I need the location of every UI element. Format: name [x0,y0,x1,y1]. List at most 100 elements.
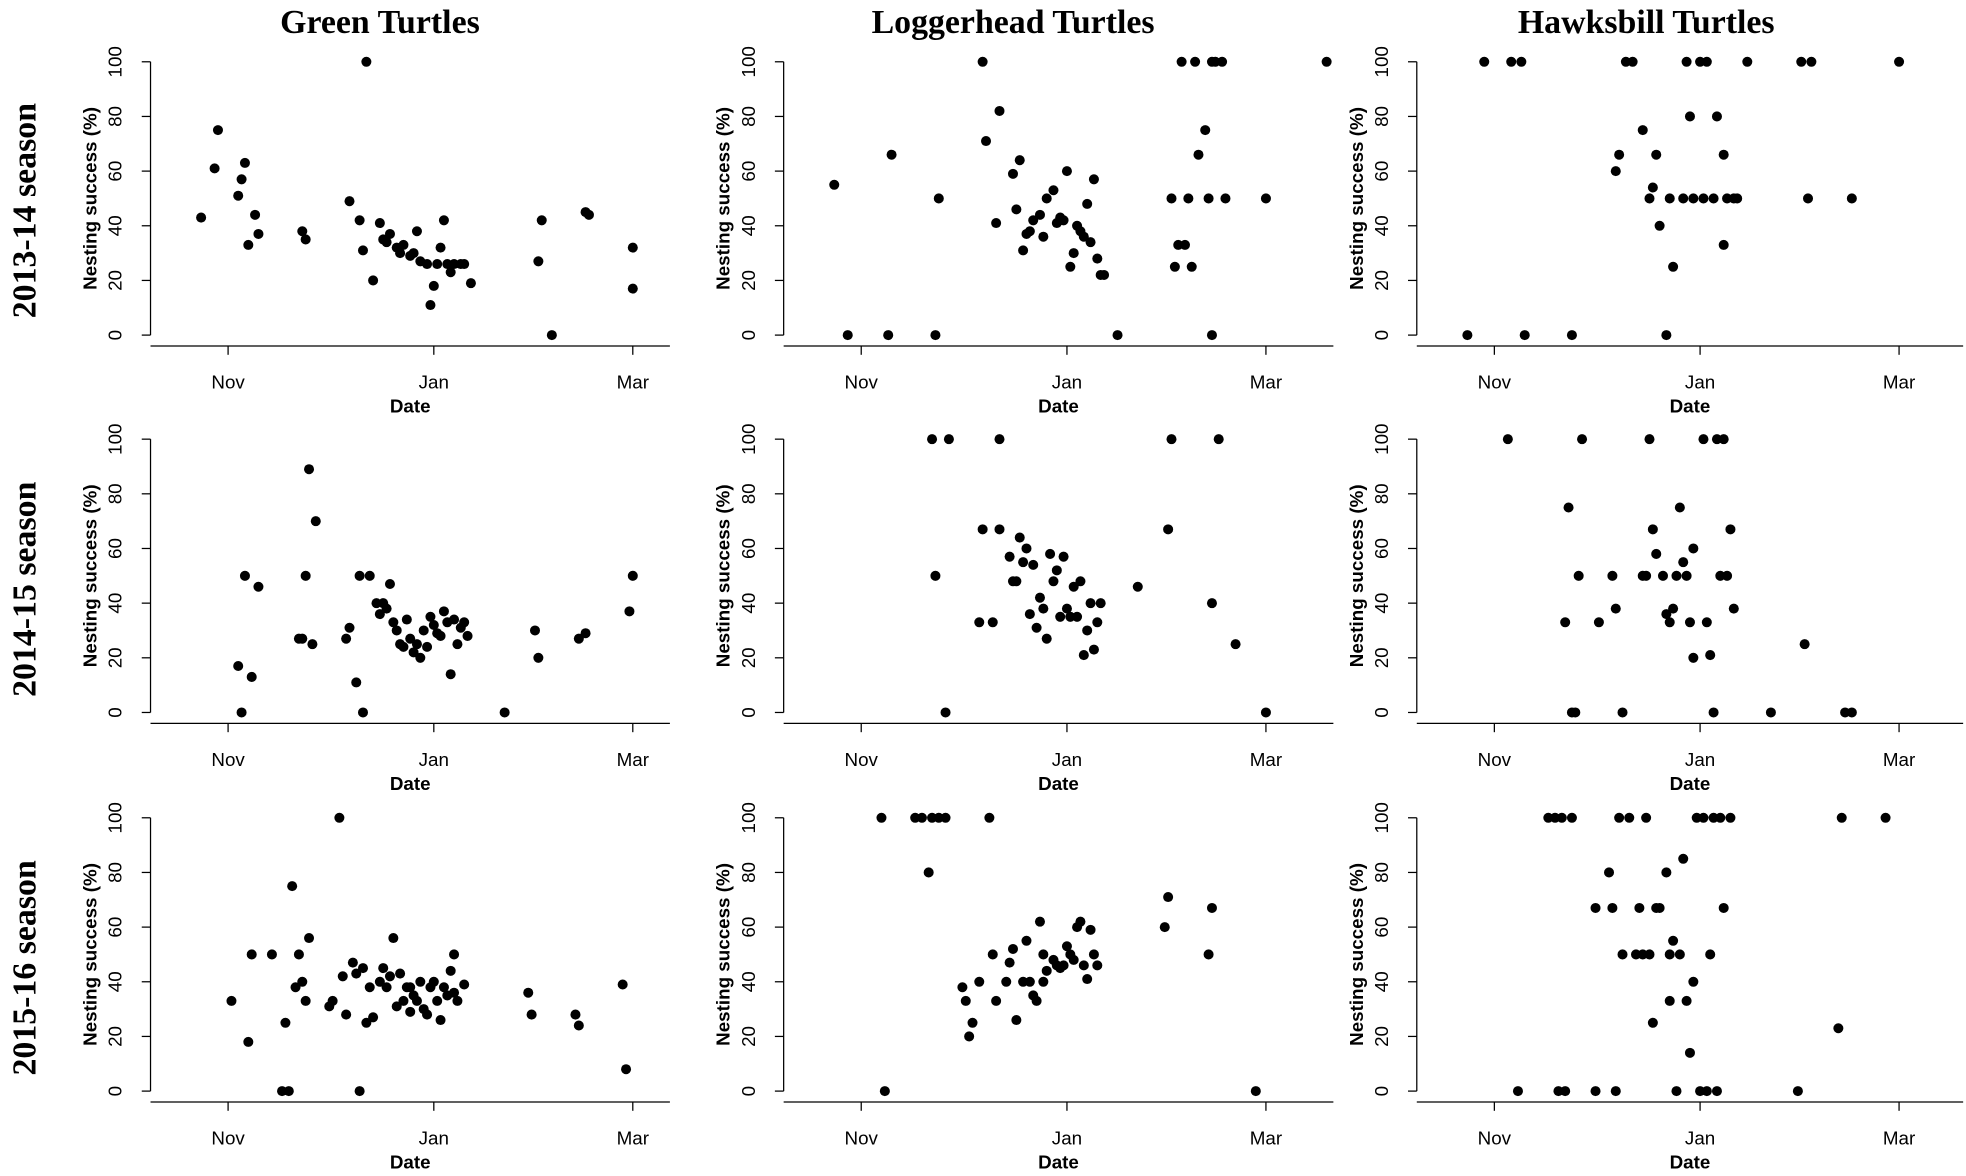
y-tick-label: 40 [105,971,126,992]
y-tick-label: 0 [105,1086,126,1096]
y-tick-label: 0 [738,1086,759,1096]
point [428,280,439,291]
x-axis-label: Date [390,395,431,416]
point [1728,603,1739,614]
point [1718,239,1729,250]
point [374,218,385,229]
point [1061,166,1072,177]
point [1718,434,1729,445]
x-tick-label: Jan [1052,372,1082,393]
point [1614,149,1625,160]
point [627,283,638,294]
point [374,609,385,620]
point [1058,215,1069,226]
point [1068,248,1079,259]
point [449,614,460,625]
y-tick-label: 40 [738,971,759,992]
point [1260,707,1271,718]
point [536,215,547,226]
y-tick-label: 0 [105,330,126,340]
point [1614,812,1625,823]
point [1641,570,1652,581]
x-tick-label: Mar [1883,372,1915,393]
point [398,239,409,250]
point [1711,111,1722,122]
point [526,1009,537,1020]
point [1021,543,1032,554]
point [435,1015,446,1026]
point [432,995,443,1006]
point [239,570,250,581]
point [1095,598,1106,609]
point [357,707,369,718]
point [1031,995,1042,1006]
point [233,190,244,201]
point [1166,434,1177,445]
y-tick-label: 100 [1371,423,1392,454]
point [445,965,456,976]
point [1004,957,1015,968]
point [452,995,463,1006]
point [438,606,449,617]
point [1560,1086,1571,1097]
point [354,1086,365,1097]
point [1732,193,1743,204]
y-tick-label: 60 [105,538,126,559]
y-tick-label: 60 [1371,917,1392,938]
point [1085,924,1096,935]
point [1701,56,1712,67]
point [940,812,951,823]
point [243,239,254,250]
x-tick-label: Nov [211,372,245,393]
point [1833,1023,1844,1034]
y-tick-label: 40 [1371,215,1392,236]
y-tick-label: 100 [738,802,759,833]
point [1200,125,1211,136]
point [361,1017,372,1028]
point [1092,253,1103,264]
point [1132,581,1143,592]
point [459,979,470,990]
point [253,581,264,592]
point [398,995,409,1006]
point [499,707,510,718]
y-tick-label: 0 [1371,707,1392,717]
point [411,995,422,1006]
point [1671,1086,1682,1097]
point [1664,995,1675,1006]
point [1068,581,1079,592]
point [1014,155,1025,166]
point [445,267,456,278]
point [1038,603,1049,614]
point [1179,239,1191,250]
point [1671,570,1682,581]
point [991,995,1002,1006]
point [368,1012,379,1023]
point [1462,330,1473,341]
point [994,105,1005,116]
x-axis-label: Date [390,773,431,794]
point [425,611,436,622]
point [927,434,938,445]
x-tick-label: Jan [1052,749,1082,770]
point [1082,198,1093,209]
point [1573,570,1584,581]
y-tick-label: 100 [1371,802,1392,833]
point [1058,960,1069,971]
point [388,933,399,944]
point [886,149,897,160]
point [351,968,362,979]
point [1765,707,1776,718]
point [253,228,264,239]
point [879,1086,890,1097]
point [1651,548,1662,559]
point [1674,949,1685,960]
point [1159,922,1170,933]
point [1725,524,1736,535]
point [300,234,311,245]
x-tick-label: Jan [419,1128,449,1149]
point [1627,56,1638,67]
point [459,617,470,628]
point [1637,125,1648,136]
